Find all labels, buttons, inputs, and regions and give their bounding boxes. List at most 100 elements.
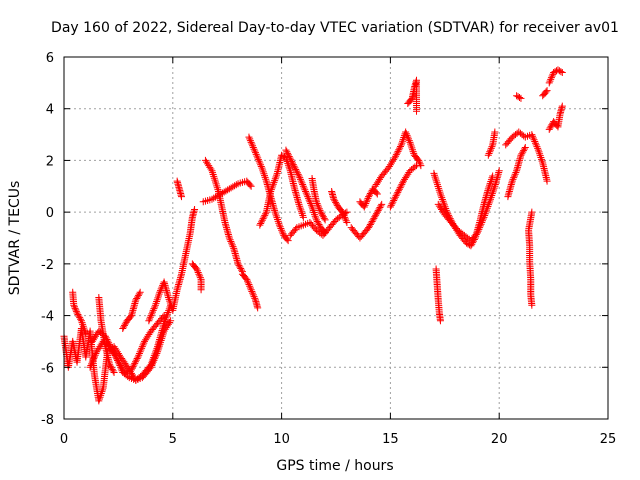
- data-point: [150, 305, 158, 313]
- data-point: [146, 315, 154, 323]
- data-point: [341, 213, 349, 221]
- data-point: [534, 144, 542, 152]
- data-point: [126, 313, 134, 321]
- data-point: [485, 183, 493, 191]
- data-point: [134, 293, 142, 301]
- data-point: [248, 287, 256, 295]
- data-point: [154, 341, 162, 349]
- data-point: [373, 190, 381, 198]
- data-point: [373, 208, 381, 216]
- data-point: [557, 68, 565, 76]
- data-point: [394, 188, 402, 196]
- data-point: [110, 350, 118, 358]
- data-point: [249, 291, 257, 299]
- data-point: [519, 148, 527, 156]
- data-point: [135, 349, 143, 357]
- data-point: [145, 317, 153, 325]
- data-point: [227, 237, 235, 245]
- x-tick-label: 20: [491, 432, 508, 447]
- data-point: [558, 102, 566, 110]
- data-point: [372, 189, 380, 197]
- data-point: [313, 200, 321, 208]
- data-point: [178, 193, 186, 201]
- data-point: [154, 294, 162, 302]
- y-tick-label: 0: [46, 206, 54, 221]
- data-point: [159, 313, 167, 321]
- data-point: [315, 203, 323, 211]
- data-points: [60, 66, 566, 405]
- data-point: [545, 125, 553, 133]
- data-point: [159, 323, 167, 331]
- data-point: [236, 263, 244, 271]
- data-point: [157, 332, 165, 340]
- grid: [64, 57, 608, 419]
- data-point: [106, 342, 114, 350]
- data-point: [288, 157, 296, 165]
- data-point: [243, 275, 251, 283]
- data-point: [398, 180, 406, 188]
- data-point: [396, 184, 404, 192]
- data-point: [395, 185, 403, 193]
- data-point: [277, 225, 285, 233]
- data-point: [245, 133, 253, 141]
- data-point: [297, 177, 305, 185]
- data-point: [148, 308, 156, 316]
- data-point: [268, 184, 276, 192]
- data-point: [262, 175, 270, 183]
- data-point: [284, 151, 292, 159]
- data-point: [362, 200, 370, 208]
- data-point: [156, 287, 164, 295]
- data-point: [529, 134, 537, 142]
- data-point: [270, 178, 278, 186]
- data-point: [160, 321, 168, 329]
- data-point: [486, 148, 494, 156]
- data-point: [197, 286, 205, 294]
- data-point: [514, 93, 522, 101]
- data-point: [537, 153, 545, 161]
- data-point: [148, 357, 156, 365]
- data-point: [226, 236, 234, 244]
- data-point: [528, 301, 536, 309]
- data-point: [317, 208, 325, 216]
- data-point: [479, 217, 487, 225]
- y-tick-label: 6: [46, 51, 54, 66]
- data-point: [537, 155, 545, 163]
- data-point: [488, 143, 496, 151]
- data-point: [312, 198, 320, 206]
- data-point: [159, 325, 167, 333]
- data-point: [153, 296, 161, 304]
- y-tick-label: -4: [41, 310, 54, 325]
- data-point: [433, 179, 441, 187]
- data-point: [107, 344, 115, 352]
- data-point: [341, 215, 349, 223]
- data-point: [363, 196, 371, 204]
- data-point: [485, 201, 493, 209]
- data-point: [295, 172, 303, 180]
- data-point: [132, 358, 140, 366]
- data-point: [127, 366, 135, 374]
- data-point: [95, 397, 103, 405]
- data-point: [140, 339, 148, 347]
- data-point: [396, 144, 404, 152]
- data-point: [135, 351, 143, 359]
- data-point: [487, 193, 495, 201]
- data-point: [531, 137, 539, 145]
- data-point: [160, 312, 168, 320]
- data-point: [516, 94, 524, 102]
- data-point: [246, 137, 254, 145]
- data-point: [413, 107, 421, 115]
- data-point: [108, 365, 116, 373]
- data-point: [246, 282, 254, 290]
- data-point: [75, 312, 83, 320]
- data-point: [147, 312, 155, 320]
- data-point: [207, 165, 215, 173]
- data-point: [271, 208, 279, 216]
- data-point: [272, 210, 280, 218]
- data-point: [366, 190, 374, 198]
- data-point: [278, 151, 286, 159]
- data-point: [302, 187, 310, 195]
- data-point: [340, 212, 348, 220]
- data-point: [290, 162, 298, 170]
- data-point: [110, 348, 118, 356]
- data-point: [150, 353, 158, 361]
